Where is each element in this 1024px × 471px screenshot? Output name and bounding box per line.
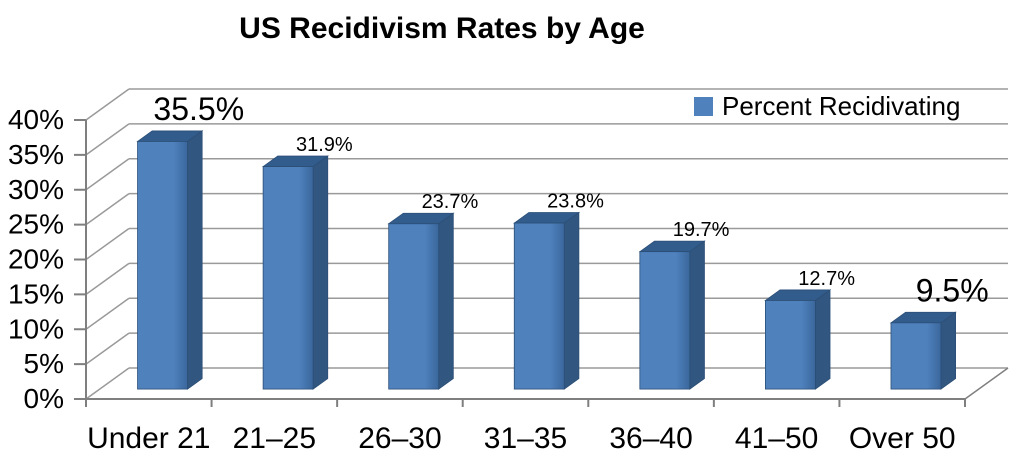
bar-side-face (815, 289, 831, 390)
gridline-depth-diagonal (85, 88, 130, 121)
value-label: 19.7% (673, 219, 730, 241)
bar-side-face (563, 211, 580, 390)
y-tick-label: 40% (8, 104, 64, 135)
y-tick-label: 0% (24, 383, 64, 414)
bar-front-face (388, 223, 440, 390)
value-label: 23.7% (422, 191, 479, 213)
floor-right-edge (964, 367, 1009, 400)
bar-front-face (513, 222, 565, 390)
gridline-depth-diagonal (85, 123, 130, 156)
bar-side-face (689, 240, 705, 390)
gridline-depth-diagonal (85, 262, 130, 295)
x-category-label: 36–40 (609, 422, 692, 455)
x-category-label: 26–30 (358, 422, 441, 455)
gridline-depth-diagonal (85, 297, 130, 330)
x-category-label: 21–25 (233, 422, 316, 455)
bar-side-face (312, 155, 329, 390)
bar-front-face (639, 251, 691, 390)
x-category-label: 41–50 (735, 422, 818, 455)
bar-side-face (187, 130, 203, 390)
x-category-label: Over 50 (849, 422, 956, 455)
gridline-depth-diagonal (85, 367, 130, 400)
y-tick-label: 15% (8, 278, 64, 309)
value-label: 12.7% (798, 268, 855, 290)
legend-marker-icon (694, 97, 713, 116)
bar-front-face (890, 322, 942, 390)
gridline-depth-diagonal (85, 332, 130, 365)
bar-front-face (137, 141, 188, 390)
y-tick-label: 25% (8, 209, 64, 240)
value-label: 9.5% (916, 272, 989, 308)
bar-front-face (765, 300, 816, 390)
gridline-depth-diagonal (85, 227, 130, 261)
chart-title: US Recidivism Rates by Age (239, 12, 645, 45)
y-tick-label: 10% (8, 313, 64, 344)
y-tick-label: 20% (8, 244, 64, 275)
value-label: 23.8% (547, 191, 604, 213)
legend: Percent Recidivating (694, 91, 960, 122)
gridline-depth-diagonal (85, 193, 130, 226)
bar-front-face (262, 166, 314, 390)
bar-side-face (940, 311, 956, 390)
legend-label: Percent Recidivating (722, 91, 961, 121)
gridline-depth-diagonal (85, 158, 130, 191)
bar-side-face (438, 212, 454, 390)
y-tick-label: 5% (24, 348, 64, 379)
value-label: 35.5% (153, 91, 244, 127)
y-tick-label: 30% (8, 174, 64, 205)
value-label: 31.9% (296, 134, 353, 156)
y-tick-label: 35% (8, 139, 64, 170)
x-category-label: 31–35 (484, 422, 567, 455)
x-category-label: Under 21 (87, 422, 210, 455)
